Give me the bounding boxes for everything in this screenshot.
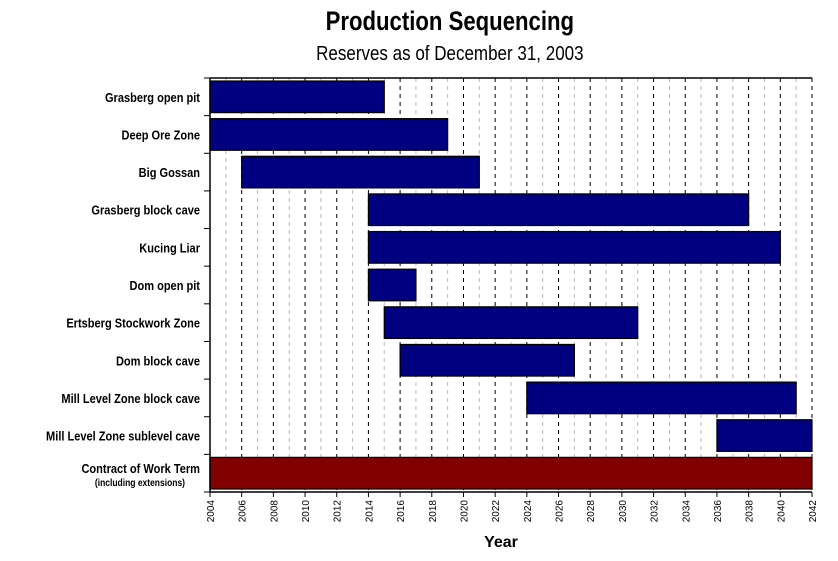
- x-tick-label: 2042: [808, 500, 819, 523]
- task-label: Big Gossan: [139, 165, 200, 180]
- x-tick-label: 2006: [238, 500, 249, 523]
- bar-5: [367, 268, 417, 302]
- x-tick-label: 2020: [459, 500, 470, 523]
- bar-2: [241, 155, 480, 189]
- task-label: Deep Ore Zone: [122, 128, 201, 143]
- x-axis-label: Year: [484, 534, 518, 551]
- x-tick-label: 2008: [269, 500, 280, 523]
- x-tick-label: 2024: [523, 500, 534, 523]
- bar-10: [209, 456, 813, 490]
- x-tick-label: 2014: [364, 500, 375, 523]
- chart-title: Production Sequencing: [325, 6, 575, 36]
- task-label: Kucing Liar: [139, 241, 200, 256]
- x-tick-label: 2028: [586, 500, 597, 523]
- bar-1: [209, 118, 449, 151]
- x-tick-label: 2022: [491, 500, 502, 523]
- task-label: Grasberg open pit: [105, 90, 200, 105]
- x-tick-label: 2016: [396, 500, 407, 523]
- bar-3: [367, 193, 750, 227]
- x-tick-label: 2034: [681, 500, 692, 523]
- task-label: Dom open pit: [130, 278, 200, 293]
- bar-7: [399, 343, 575, 377]
- x-tick-label: 2004: [206, 500, 217, 523]
- bar-0: [209, 80, 385, 114]
- x-tick-label: 2026: [555, 500, 566, 523]
- task-label: Contract of Work Term: [81, 461, 200, 476]
- x-tick-label: 2038: [745, 500, 756, 523]
- task-label: Grasberg block cave: [91, 203, 200, 218]
- task-sublabel: (including extensions): [95, 478, 185, 489]
- x-tick-label: 2030: [618, 500, 629, 523]
- x-tick-label: 2040: [776, 500, 787, 523]
- bar-6: [383, 306, 639, 340]
- bar-4: [367, 230, 781, 264]
- x-tick-label: 2012: [333, 500, 344, 523]
- task-label: Mill Level Zone sublevel cave: [46, 429, 200, 444]
- x-tick-label: 2036: [713, 500, 724, 523]
- task-label: Mill Level Zone block cave: [61, 391, 200, 406]
- chart-subtitle: Reserves as of December 31, 2003: [316, 43, 584, 65]
- bar-9: [716, 419, 813, 452]
- task-label: Ertsberg Stockwork Zone: [66, 316, 200, 331]
- x-tick-label: 2032: [650, 500, 661, 523]
- task-label: Dom block cave: [116, 353, 200, 368]
- x-tick-label: 2010: [301, 500, 312, 523]
- bar-8: [526, 381, 797, 415]
- x-tick-label: 2018: [428, 500, 439, 523]
